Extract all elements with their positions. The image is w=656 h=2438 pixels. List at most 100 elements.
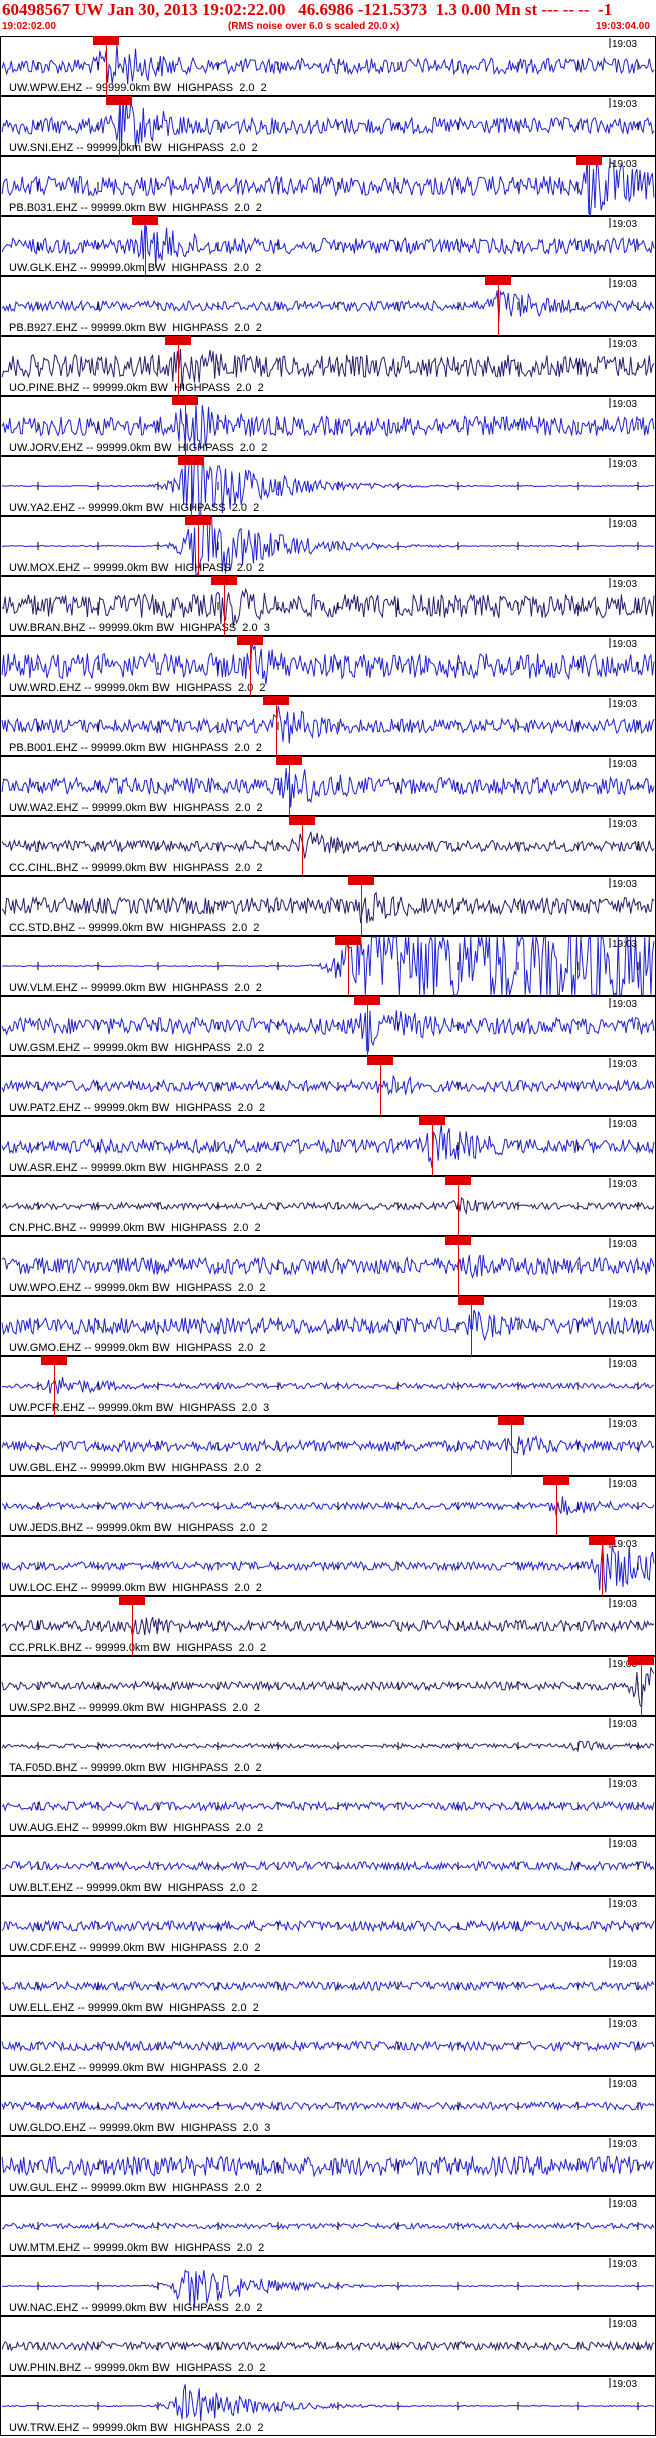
station-label: UO.PINE.BHZ -- 99999.0km BW HIGHPASS 2.0… <box>9 382 264 394</box>
seismogram-panel: 19:03 UW.GLDO.EHZ -- 99999.0km BW HIGHPAS… <box>0 2076 656 2136</box>
waveform-trace <box>1 1435 655 1456</box>
minute-label: 19:03 <box>612 1719 638 1730</box>
waveform-trace <box>1 1616 655 1636</box>
station-label: CC.PRLK.BHZ -- 99999.0km BW HIGHPASS 2.0… <box>9 1642 267 1654</box>
waveform-trace <box>1 1919 655 1933</box>
phase-pick-marker <box>211 576 237 585</box>
waveform-trace <box>1 2221 655 2230</box>
phase-pick-line <box>198 525 199 576</box>
minute-label: 19:03 <box>612 939 638 950</box>
phase-pick-marker <box>348 876 374 885</box>
waveform-trace <box>1 1496 655 1517</box>
minute-label: 19:03 <box>612 279 638 290</box>
waveform-trace <box>1 1667 655 1709</box>
station-label: UW.WRD.EHZ -- 99999.0km BW HIGHPASS 2.0 … <box>9 682 266 694</box>
waveform-trace <box>1 891 655 924</box>
waveform-trace <box>1 831 655 859</box>
station-label: UW.VLM.EHZ -- 99999.0km BW HIGHPASS 2.0 … <box>9 982 262 994</box>
phase-pick-marker <box>289 816 315 825</box>
station-label: UW.SNI.EHZ -- 99999.0km BW HIGHPASS 2.0 … <box>9 142 258 154</box>
station-label: UW.LOC.EHZ -- 99999.0km BW HIGHPASS 2.0 … <box>9 1582 262 1594</box>
waveform-trace <box>1 1377 655 1395</box>
seismogram-panel: 19:03 CC.PRLK.BHZ -- 99999.0km BW HIGHPAS… <box>0 1596 656 1656</box>
station-label: CN.PHC.BHZ -- 99999.0km BW HIGHPASS 2.0 … <box>9 1222 261 1234</box>
phase-pick-line <box>589 165 590 216</box>
waveform-trace <box>1 1075 655 1096</box>
station-label: UW.GSM.EHZ -- 99999.0km BW HIGHPASS 2.0 … <box>9 1042 265 1054</box>
event-title: 60498567 UW Jan 30, 2013 19:02:22.00 46.… <box>2 0 613 19</box>
seismogram-panel: 19:03 UW.WPO.EHZ -- 99999.0km BW HIGHPASS… <box>0 1236 656 1296</box>
station-label: UW.CDF.EHZ -- 99999.0km BW HIGHPASS 2.0 … <box>9 1942 261 1954</box>
seismogram-panel: 19:03 UW.WA2.EHZ -- 99999.0km BW HIGHPASS… <box>0 756 656 816</box>
phase-pick-marker <box>589 1536 615 1545</box>
waveform-trace <box>1 156 655 216</box>
seismogram-panel: 19:03 UW.GMO.EHZ -- 99999.0km BW HIGHPASS… <box>0 1296 656 1356</box>
waveform-trace <box>1 289 655 322</box>
phase-pick-line <box>458 1245 459 1296</box>
waveform-trace <box>1 1800 655 1812</box>
phase-pick-line <box>289 765 290 816</box>
seismogram-panel: 19:03 UW.JEDS.BHZ -- 99999.0km BW HIGHPAS… <box>0 1476 656 1536</box>
station-label: CC.STD.BHZ -- 99999.0km BW HIGHPASS 2.0 … <box>9 922 260 934</box>
waveform-trace <box>1 456 654 516</box>
seismogram-panel: 19:03 UW.GBL.EHZ -- 99999.0km BW HIGHPASS… <box>0 1416 656 1476</box>
seismogram-panel: 19:03 UW.SP2.BHZ -- 99999.0km BW HIGHPASS… <box>0 1656 656 1716</box>
minute-label: 19:03 <box>612 39 638 50</box>
phase-pick-marker <box>132 216 158 225</box>
minute-label: 19:03 <box>612 2079 638 2090</box>
station-label: PB.B031.EHZ -- 99999.0km BW HIGHPASS 2.0… <box>9 202 262 214</box>
phase-pick-marker <box>543 1476 569 1485</box>
phase-pick-marker <box>276 756 302 765</box>
phase-pick-line <box>106 45 107 96</box>
minute-label: 19:03 <box>612 1179 638 1190</box>
station-label: UW.ASR.EHZ -- 99999.0km BW HIGHPASS 2.0 … <box>9 1162 262 1174</box>
station-label: UW.WPW.EHZ -- 99999.0km BW HIGHPASS 2.0 … <box>9 82 267 94</box>
seismogram-panel: 19:03 UW.LOC.EHZ -- 99999.0km BW HIGHPASS… <box>0 1536 656 1596</box>
station-label: UW.BLT.EHZ -- 99999.0km BW HIGHPASS 2.0 … <box>9 1882 258 1894</box>
end-time-label: 19:03:04.00 <box>596 21 650 32</box>
waveform-trace <box>2 2384 655 2422</box>
waveform-trace <box>1 587 655 628</box>
seismogram-panel: 19:03 UW.MOX.EHZ -- 99999.0km BW HIGHPASS… <box>0 516 656 576</box>
station-label: CC.CIHL.BHZ -- 99999.0km BW HIGHPASS 2.0… <box>9 862 263 874</box>
seismogram-panel: 19:03 UW.ASR.EHZ -- 99999.0km BW HIGHPASS… <box>0 1116 656 1176</box>
seismogram-panel: 19:03 PB.B001.EHZ -- 99999.0km BW HIGHPAS… <box>0 696 656 756</box>
phase-pick-marker <box>335 936 361 945</box>
phase-pick-marker <box>354 996 380 1005</box>
seismogram-panel: 19:03 UW.YA2.EHZ -- 99999.0km BW HIGHPASS… <box>0 456 656 516</box>
minute-label: 19:03 <box>612 1539 638 1550</box>
phase-pick-marker <box>458 1296 484 1305</box>
waveform-trace <box>1 1254 655 1279</box>
seismogram-panel: 19:03 CN.PHC.BHZ -- 99999.0km BW HIGHPASS… <box>0 1176 656 1236</box>
seismogram-panel: 19:03 PB.B927.EHZ -- 99999.0km BW HIGHPAS… <box>0 276 656 336</box>
seismogram-panel: 19:03 UW.AUG.EHZ -- 99999.0km BW HIGHPASS… <box>0 1776 656 1836</box>
waveform-trace <box>1 1740 655 1753</box>
phase-pick-line <box>224 585 225 636</box>
phase-pick-marker <box>485 276 511 285</box>
seismogram-panel: 19:03 UW.GSM.EHZ -- 99999.0km BW HIGHPASS… <box>0 996 656 1056</box>
phase-pick-marker <box>263 696 289 705</box>
minute-label: 19:03 <box>612 1899 638 1910</box>
waveform-trace <box>1 516 655 576</box>
station-label: UW.BRAN.BHZ -- 99999.0km BW HIGHPASS 2.0… <box>9 622 270 634</box>
phase-pick-marker <box>498 1416 524 1425</box>
waveform-trace <box>1 2340 655 2352</box>
seismogram-panel: 19:03 TA.F05D.BHZ -- 99999.0km BW HIGHPAS… <box>0 1716 656 1776</box>
phase-pick-marker <box>367 1056 393 1065</box>
station-label: UW.GLK.EHZ -- 99999.0km BW HIGHPASS 2.0 … <box>9 262 262 274</box>
seismogram-panel: 19:03 UW.BLT.EHZ -- 99999.0km BW HIGHPASS… <box>0 1836 656 1896</box>
minute-label: 19:03 <box>612 2259 638 2270</box>
phase-pick-line <box>361 885 362 936</box>
minute-label: 19:03 <box>612 579 638 590</box>
phase-pick-marker <box>576 156 602 165</box>
phase-pick-line <box>276 705 277 756</box>
phase-pick-marker <box>445 1236 471 1245</box>
waveform-trace <box>1 1309 655 1342</box>
minute-label: 19:03 <box>612 2379 638 2390</box>
minute-label: 19:03 <box>612 159 638 170</box>
seismogram-panel: 19:03 UW.BRAN.BHZ -- 99999.0km BW HIGHPAS… <box>0 576 656 636</box>
station-label: UW.AUG.EHZ -- 99999.0km BW HIGHPASS 2.0 … <box>9 1822 264 1834</box>
waveform-trace <box>1 1860 655 1872</box>
minute-label: 19:03 <box>612 1479 638 1490</box>
minute-label: 19:03 <box>612 459 638 470</box>
